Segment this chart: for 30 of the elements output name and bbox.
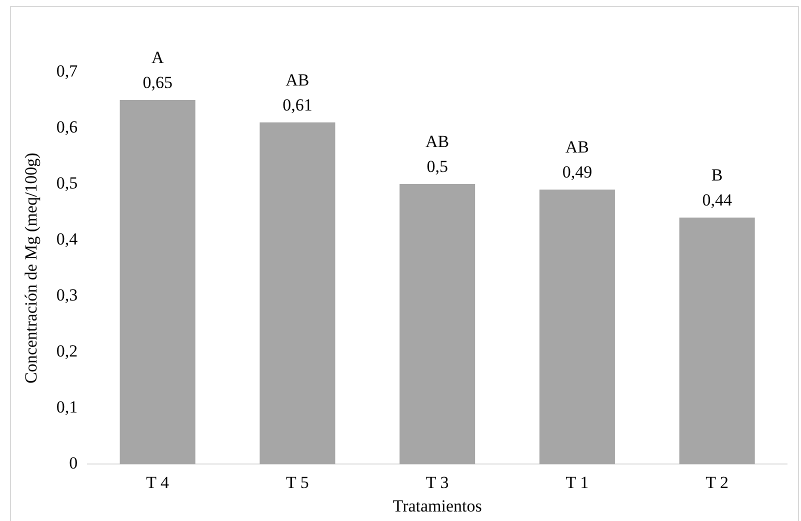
- y-tick-label: 0,7: [56, 61, 78, 80]
- y-axis-title: Concentración de Mg (meq/100g): [22, 152, 41, 384]
- data-label: 0,61: [282, 95, 312, 114]
- x-tick-label: T 3: [426, 472, 449, 492]
- data-label: 0,44: [702, 190, 732, 210]
- bar: [539, 190, 615, 464]
- annotation: B: [711, 166, 723, 185]
- data-label: 0,65: [142, 72, 172, 92]
- y-tick-label: 0,5: [56, 174, 78, 193]
- annotation: AB: [286, 70, 310, 90]
- data-label: 0,49: [562, 162, 592, 182]
- y-tick-label: 0,4: [56, 230, 78, 249]
- annotation: AB: [565, 138, 590, 157]
- bar: [679, 218, 755, 464]
- x-axis-title: Tratamientos: [392, 496, 482, 516]
- annotation: AB: [426, 132, 450, 152]
- x-tick-label: T 1: [566, 472, 589, 492]
- x-tick-label: T 4: [146, 472, 170, 492]
- bar: [120, 100, 196, 464]
- x-tick-label: T 5: [286, 472, 309, 492]
- y-tick-label: 0,1: [56, 398, 78, 417]
- y-tick-label: 0,2: [56, 342, 78, 361]
- y-tick-label: 0,3: [56, 286, 78, 305]
- x-tick-label: T 2: [706, 472, 728, 492]
- annotation: A: [151, 48, 164, 67]
- data-label: 0,5: [426, 157, 448, 176]
- y-tick-label: 0,6: [56, 117, 78, 136]
- bar: [260, 122, 336, 464]
- y-tick-label: 0: [69, 454, 78, 473]
- bar: [400, 184, 476, 464]
